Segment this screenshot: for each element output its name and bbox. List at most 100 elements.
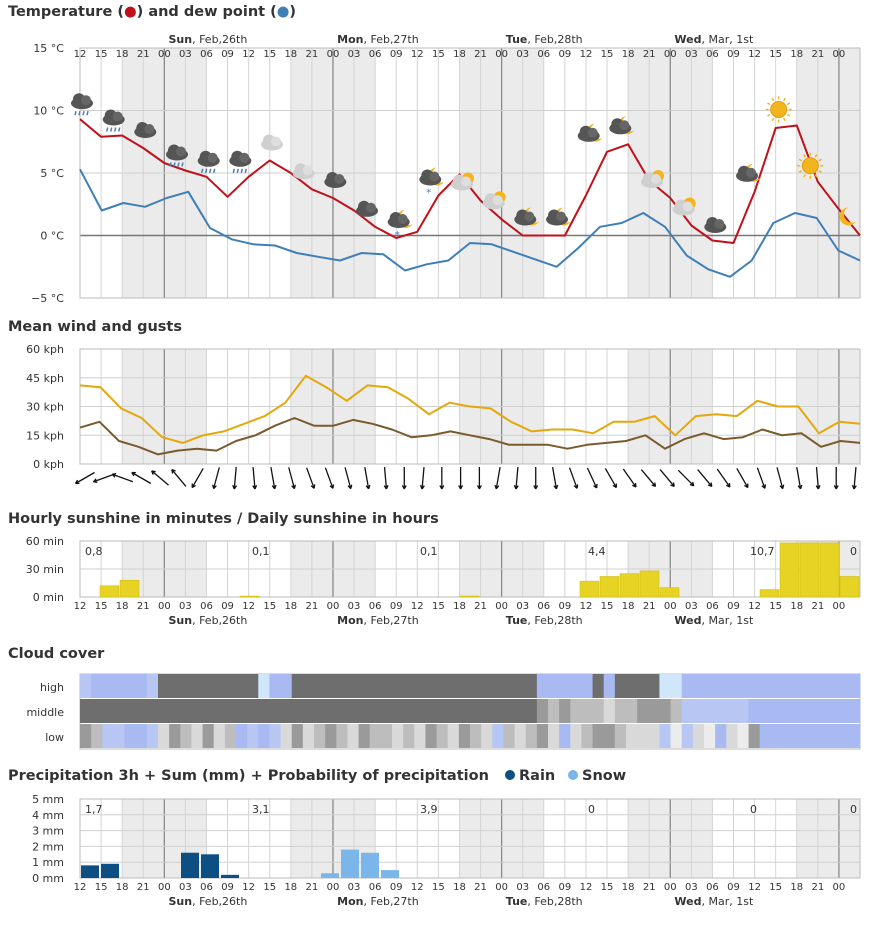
dark-cloud-icon bbox=[134, 122, 157, 138]
panel-frame-w bbox=[79, 348, 861, 465]
cloud-cell bbox=[759, 699, 772, 723]
temperature-title: Temperature (●) and dew point (●) bbox=[8, 4, 296, 20]
hour-label-precip: 09 bbox=[727, 882, 740, 893]
cloud-cell bbox=[759, 724, 772, 748]
cloud-cell bbox=[525, 674, 538, 698]
cloud-cell bbox=[191, 724, 204, 748]
snow-bar bbox=[381, 870, 399, 878]
wind-arrow-shaft bbox=[677, 469, 695, 487]
cloud-cell bbox=[492, 699, 504, 723]
hour-label-sun: 12 bbox=[411, 601, 424, 612]
night-shade-p bbox=[649, 799, 671, 878]
day-label-top: Wed, Mar, 1st bbox=[674, 33, 754, 46]
hour-label-sun: 06 bbox=[537, 601, 550, 612]
cloud-cell bbox=[369, 699, 382, 723]
wind-arrow-icon bbox=[131, 471, 152, 485]
rain-drop bbox=[204, 168, 208, 173]
cloud-title: Cloud cover bbox=[8, 646, 105, 662]
cloud-cell bbox=[514, 699, 527, 723]
cloud-cell bbox=[804, 674, 816, 698]
cloud-cell bbox=[603, 724, 616, 748]
partly-sunny-icon bbox=[451, 172, 474, 191]
wind-arrow-icon bbox=[364, 467, 371, 490]
hour-label-precip: 15 bbox=[769, 882, 782, 893]
rain-drop bbox=[105, 127, 109, 132]
hour-label-precip: 21 bbox=[474, 882, 487, 893]
hour-label-top: 06 bbox=[369, 49, 382, 60]
cloud-puff bbox=[302, 165, 313, 176]
y-tick-label-w: 30 kph bbox=[26, 401, 64, 414]
cloud-cell bbox=[503, 674, 516, 698]
rain-drop bbox=[200, 168, 204, 173]
cloud-cell bbox=[782, 699, 794, 723]
cloud-cell bbox=[91, 674, 103, 698]
cloud-cell bbox=[681, 724, 694, 748]
hour-label-precip: 12 bbox=[748, 882, 761, 893]
rain-bar bbox=[181, 852, 199, 878]
cloud-cell bbox=[748, 674, 761, 698]
day-label-sun: Tue, Feb,28th bbox=[506, 614, 583, 627]
y-tick-label-w: 45 kph bbox=[26, 372, 64, 385]
sun-ray bbox=[786, 102, 791, 106]
cloud-cell bbox=[247, 699, 259, 723]
sunshine-daily-sum: 0,8 bbox=[85, 545, 103, 558]
cloud-cell bbox=[536, 724, 549, 748]
light-cloud-icon bbox=[292, 163, 315, 180]
cloud-cell bbox=[592, 674, 605, 698]
cloud-puff bbox=[556, 211, 566, 222]
hour-label-sun: 00 bbox=[833, 601, 846, 612]
hour-label-sun: 03 bbox=[516, 601, 529, 612]
cloud-cell bbox=[102, 724, 114, 748]
y-tick-label-t: 10 °C bbox=[33, 105, 64, 118]
cloud-cell bbox=[670, 724, 683, 748]
hour-label-top: 00 bbox=[158, 49, 171, 60]
snowflake: * bbox=[426, 188, 431, 199]
wind-arrow-icon bbox=[476, 467, 482, 490]
night-cloud-icon bbox=[577, 123, 603, 142]
cloud-cell bbox=[826, 674, 839, 698]
wind-arrow-head bbox=[191, 483, 196, 489]
hour-label-precip: 21 bbox=[811, 882, 824, 893]
wind-arrow-icon bbox=[171, 468, 187, 487]
wind-arrow-icon bbox=[151, 470, 169, 486]
sun-ray bbox=[771, 117, 775, 122]
wind-arrow-icon bbox=[305, 467, 316, 489]
y-tick-label-t: −5 °C bbox=[31, 292, 64, 305]
cloud-cell bbox=[804, 699, 816, 723]
y-tick-label-p: 0 mm bbox=[32, 872, 64, 885]
y-tick-label-t: 0 °C bbox=[40, 230, 64, 243]
night-shade-p bbox=[628, 799, 650, 878]
cloud-cell bbox=[169, 699, 181, 723]
hour-label-top: 09 bbox=[221, 49, 234, 60]
sunshine-title: Hourly sunshine in minutes / Daily sunsh… bbox=[8, 511, 439, 527]
hour-label-precip: 18 bbox=[116, 882, 129, 893]
cloud-puff bbox=[682, 201, 693, 212]
cloud-cell bbox=[659, 724, 672, 748]
cloud-cell bbox=[626, 724, 638, 748]
cloud-cell bbox=[793, 699, 805, 723]
panel-frame-p bbox=[79, 798, 861, 879]
cloud-puff bbox=[651, 174, 661, 184]
cloud-cell bbox=[280, 674, 293, 698]
wind-arrow-head bbox=[92, 478, 98, 484]
cloud-cell bbox=[815, 724, 828, 748]
wind-arrow-shaft bbox=[568, 467, 578, 489]
cloud-puff bbox=[524, 211, 535, 222]
dark-cloud-icon bbox=[704, 217, 727, 233]
night-cloud-icon bbox=[546, 207, 571, 226]
cloud-cell bbox=[447, 674, 460, 698]
hour-label-precip: 18 bbox=[622, 882, 635, 893]
rain-drop bbox=[113, 127, 117, 132]
hour-label-precip: 03 bbox=[516, 882, 529, 893]
hour-label-top: 12 bbox=[580, 49, 593, 60]
wind-arrow-shaft bbox=[716, 468, 731, 488]
sunshine-daily-sum: 10,7 bbox=[750, 545, 775, 558]
wind-arrow-head bbox=[329, 484, 335, 489]
cloud-cell bbox=[291, 699, 304, 723]
wind-arrow-icon bbox=[74, 471, 95, 485]
hour-label-top: 21 bbox=[137, 49, 150, 60]
cloud-cell bbox=[748, 724, 761, 748]
cloud-cell bbox=[770, 724, 783, 748]
cloud-puff bbox=[492, 195, 503, 206]
cloud-cell bbox=[581, 724, 594, 748]
